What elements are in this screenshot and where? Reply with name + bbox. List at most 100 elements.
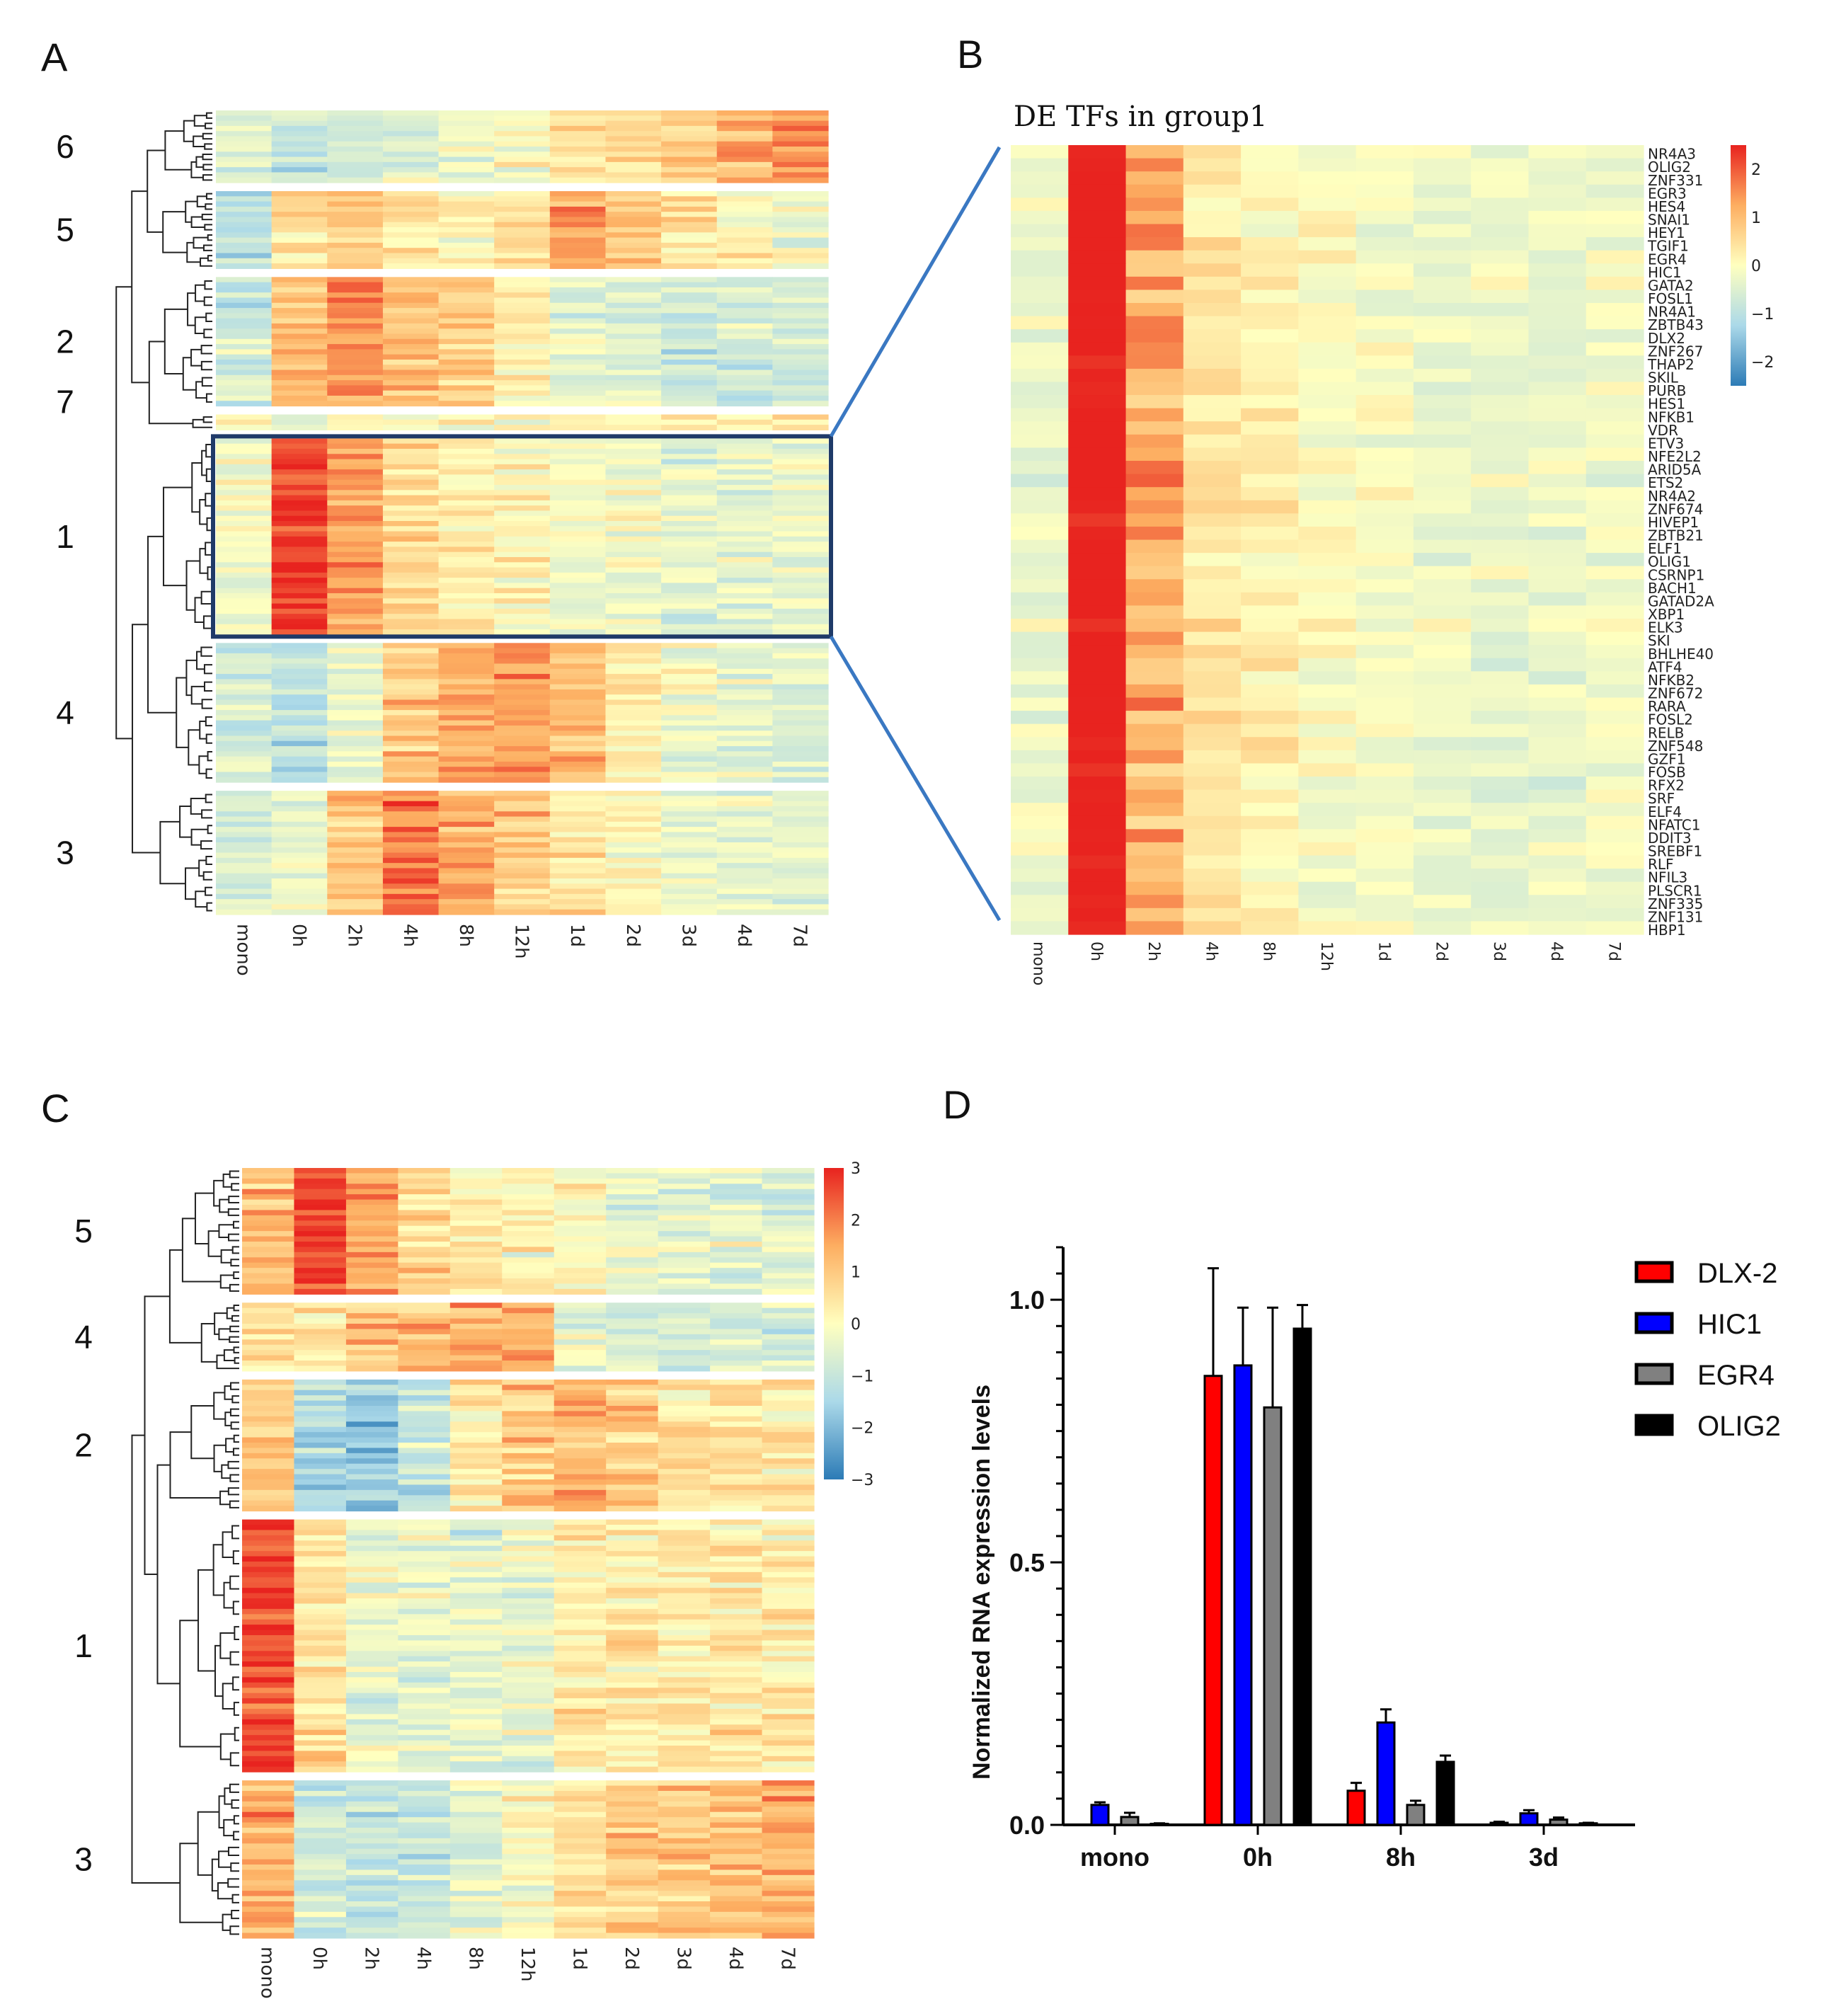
heatmap-cell <box>710 1677 763 1683</box>
heatmap-cell <box>494 425 551 430</box>
heatmap-cell <box>502 1556 555 1562</box>
heatmap-cell <box>716 242 773 248</box>
heatmap-cell <box>772 740 829 747</box>
heatmap-cell <box>658 1168 711 1174</box>
heatmap-cell <box>494 608 551 614</box>
heatmap-cell <box>345 1811 399 1818</box>
heatmap-cell <box>762 1766 815 1772</box>
heatmap-cell <box>658 1519 711 1525</box>
heatmap-cell <box>398 1324 451 1330</box>
heatmap-cell <box>772 608 829 614</box>
heatmap-cell <box>1011 631 1069 646</box>
heatmap-cell <box>216 380 273 386</box>
heatmap-cell <box>382 464 440 470</box>
heatmap-cell <box>1413 658 1472 672</box>
heatmap-cell <box>1413 895 1472 909</box>
dendrogram-branch <box>234 1626 239 1640</box>
heatmap-cell <box>327 546 384 553</box>
heatmap-cell <box>762 1911 815 1918</box>
heatmap-cell <box>605 136 662 142</box>
heatmap-cell <box>554 1666 607 1673</box>
heatmap-cell <box>762 1801 815 1807</box>
heatmap-cell <box>605 263 662 269</box>
heatmap-cell <box>1125 461 1184 475</box>
dendrogram-branch <box>194 597 204 624</box>
heatmap-cell <box>710 1672 763 1678</box>
heatmap-cell <box>606 1714 659 1720</box>
heatmap-cell <box>398 1500 451 1506</box>
heatmap-cell <box>658 1791 711 1797</box>
heatmap-cell <box>661 136 718 142</box>
heatmap-cell <box>271 684 328 690</box>
heatmap-cell <box>216 542 273 548</box>
heatmap-cell <box>606 1519 659 1525</box>
heatmap-cell <box>554 1278 607 1285</box>
heatmap-cell <box>242 1437 295 1443</box>
heatmap-cell <box>382 167 440 173</box>
heatmap-cell <box>549 847 607 854</box>
heatmap-cell <box>438 878 495 884</box>
heatmap-cell <box>1125 539 1184 554</box>
heatmap-cell <box>658 1880 711 1886</box>
dendrogram-branch <box>233 1815 239 1825</box>
heatmap-cell <box>606 1443 659 1449</box>
heatmap-cell <box>772 464 829 470</box>
heatmap-cell <box>1125 855 1184 869</box>
heatmap-cell <box>1355 579 1414 593</box>
heatmap-cell <box>772 167 829 173</box>
heatmap-cell <box>438 868 495 874</box>
heatmap-cell <box>661 521 718 527</box>
heatmap-cell <box>494 454 551 460</box>
dendrogram-branch <box>197 1811 219 1876</box>
heatmap-cell <box>605 546 662 553</box>
heatmap-cell <box>1183 329 1242 343</box>
heatmap-cell <box>762 1714 815 1720</box>
heatmap-cell <box>438 648 495 654</box>
heatmap-cell <box>549 490 607 496</box>
heatmap-cell <box>382 110 440 116</box>
heatmap-cell <box>658 1463 711 1470</box>
heatmap-cell <box>216 832 273 838</box>
heatmap-cell <box>502 1458 555 1465</box>
heatmap-cell <box>345 1437 399 1443</box>
heatmap-cell <box>1471 803 1530 817</box>
heatmap-cell <box>762 1344 815 1351</box>
heatmap-cell <box>554 1189 607 1195</box>
heatmap-cell <box>271 811 328 818</box>
dendrogram-branch <box>205 468 212 482</box>
heatmap-cell <box>382 333 440 340</box>
heatmap-cell <box>710 1848 763 1855</box>
heatmap-cell <box>398 1751 451 1757</box>
heatmap-cell <box>1355 907 1414 922</box>
heatmap-cell <box>327 806 384 812</box>
heatmap-cell <box>710 1635 763 1642</box>
heatmap-cell <box>549 542 607 548</box>
heatmap-cell <box>502 1426 555 1433</box>
heatmap-cell <box>710 1379 763 1385</box>
heatmap-cell <box>502 1656 555 1662</box>
heatmap-cell <box>549 292 607 299</box>
heatmap-cell <box>345 1361 399 1367</box>
heatmap-cell <box>1471 210 1530 225</box>
heatmap-cell <box>345 1577 399 1583</box>
heatmap-cell <box>1011 881 1069 895</box>
heatmap-cell <box>554 1822 607 1828</box>
heatmap-cell <box>449 1220 503 1227</box>
heatmap-cell <box>345 1709 399 1715</box>
heatmap-cell <box>772 873 829 879</box>
heatmap-cell <box>549 297 607 304</box>
legend-swatch-DLX-2 <box>1634 1261 1674 1283</box>
heatmap-cell <box>242 1874 295 1881</box>
heatmap-cell <box>242 1796 295 1802</box>
heatmap-cell <box>438 608 495 614</box>
heatmap-cell <box>554 1453 607 1459</box>
heatmap-cell <box>271 237 328 244</box>
heatmap-cell <box>271 443 328 449</box>
heatmap-cell <box>216 909 273 915</box>
heatmap-cell <box>762 1874 815 1881</box>
heatmap-cell <box>438 842 495 848</box>
heatmap-cell <box>294 1688 347 1694</box>
heatmap-cell <box>382 414 440 420</box>
heatmap-cell <box>772 344 829 350</box>
heatmap-cell <box>242 1355 295 1361</box>
